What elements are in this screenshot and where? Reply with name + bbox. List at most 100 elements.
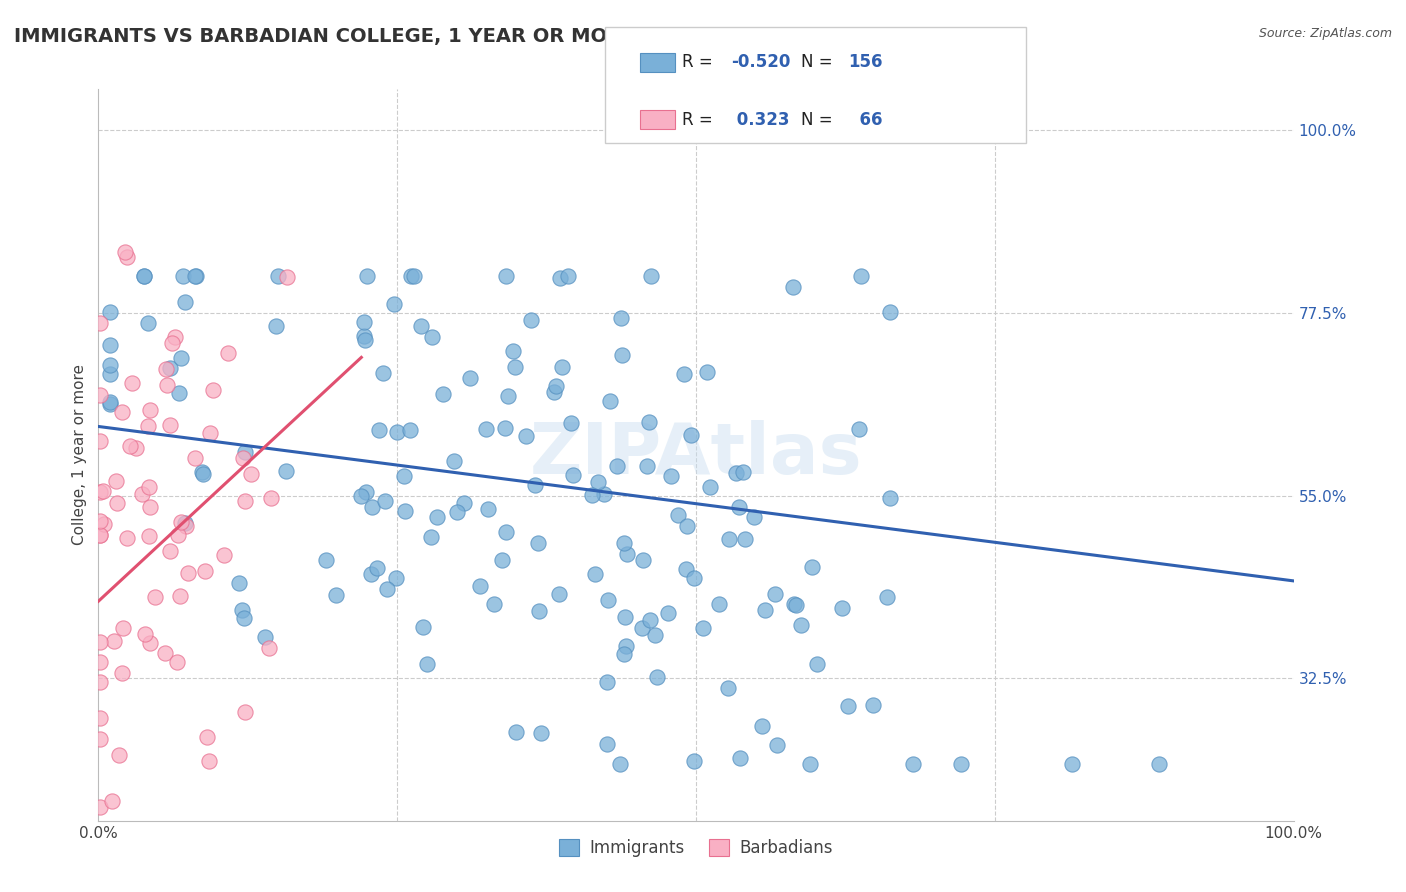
Barbadians: [125, 441, 148, 455]
Barbadians: [198, 425, 221, 440]
Barbadians: [93, 517, 115, 532]
Immigrants: [595, 675, 617, 690]
Immigrants: [744, 510, 766, 524]
Y-axis label: College, 1 year or more: College, 1 year or more: [72, 365, 87, 545]
Immigrants: [98, 359, 122, 373]
Immigrants: [763, 587, 786, 601]
Immigrants: [903, 756, 925, 771]
Immigrants: [560, 416, 582, 430]
Barbadians: [89, 528, 111, 542]
Immigrants: [371, 366, 394, 380]
Text: N =: N =: [801, 111, 838, 128]
Immigrants: [191, 467, 214, 482]
Immigrants: [98, 337, 122, 351]
Immigrants: [606, 459, 628, 474]
Immigrants: [409, 319, 432, 334]
Immigrants: [458, 370, 481, 384]
Immigrants: [557, 269, 579, 284]
Immigrants: [422, 330, 444, 344]
Immigrants: [782, 280, 804, 294]
Immigrants: [134, 269, 156, 284]
Immigrants: [666, 508, 689, 522]
Immigrants: [491, 553, 513, 567]
Immigrants: [548, 271, 571, 285]
Barbadians: [138, 480, 160, 494]
Barbadians: [108, 747, 131, 762]
Immigrants: [527, 604, 550, 618]
Immigrants: [374, 494, 396, 508]
Immigrants: [477, 502, 499, 516]
Immigrants: [609, 756, 631, 771]
Immigrants: [612, 348, 634, 362]
Immigrants: [657, 606, 679, 620]
Barbadians: [89, 800, 111, 814]
Immigrants: [547, 587, 569, 601]
Barbadians: [155, 646, 177, 660]
Barbadians: [163, 330, 186, 344]
Immigrants: [503, 359, 526, 374]
Immigrants: [399, 269, 422, 284]
Immigrants: [172, 269, 194, 284]
Immigrants: [725, 466, 748, 480]
Immigrants: [173, 516, 195, 530]
Barbadians: [276, 270, 298, 285]
Immigrants: [235, 445, 257, 459]
Immigrants: [849, 269, 872, 284]
Barbadians: [114, 245, 136, 260]
Immigrants: [583, 567, 606, 582]
Immigrants: [523, 478, 546, 492]
Immigrants: [494, 421, 516, 435]
Immigrants: [353, 328, 375, 343]
Immigrants: [551, 359, 574, 374]
Text: R =: R =: [682, 111, 718, 128]
Immigrants: [419, 530, 441, 544]
Barbadians: [111, 665, 134, 680]
Barbadians: [89, 528, 111, 542]
Barbadians: [105, 496, 128, 510]
Immigrants: [519, 313, 541, 327]
Immigrants: [638, 415, 661, 429]
Immigrants: [696, 365, 718, 379]
Immigrants: [495, 269, 517, 284]
Immigrants: [879, 305, 901, 319]
Immigrants: [412, 620, 434, 634]
Barbadians: [101, 795, 124, 809]
Immigrants: [98, 397, 122, 411]
Immigrants: [173, 294, 195, 309]
Immigrants: [631, 621, 654, 635]
Barbadians: [233, 705, 256, 719]
Text: 0.323: 0.323: [731, 111, 790, 128]
Barbadians: [136, 418, 159, 433]
Barbadians: [177, 566, 200, 580]
Immigrants: [315, 553, 337, 567]
Immigrants: [98, 394, 122, 409]
Barbadians: [111, 621, 134, 635]
Immigrants: [683, 755, 706, 769]
Barbadians: [104, 475, 127, 489]
Text: 156: 156: [848, 54, 883, 71]
Immigrants: [596, 592, 619, 607]
Immigrants: [638, 613, 661, 627]
Text: 66: 66: [848, 111, 883, 128]
Barbadians: [89, 711, 111, 725]
Barbadians: [184, 450, 207, 465]
Barbadians: [89, 674, 111, 689]
Immigrants: [631, 553, 654, 567]
Immigrants: [375, 582, 398, 597]
Immigrants: [699, 479, 721, 493]
Immigrants: [765, 739, 787, 753]
Immigrants: [253, 630, 276, 644]
Barbadians: [174, 518, 197, 533]
Immigrants: [432, 387, 454, 401]
Barbadians: [159, 417, 181, 432]
Immigrants: [231, 602, 253, 616]
Barbadians: [89, 485, 111, 500]
Immigrants: [717, 681, 740, 696]
Barbadians: [170, 516, 193, 530]
Barbadians: [159, 544, 181, 558]
Barbadians: [240, 467, 263, 482]
Immigrants: [734, 532, 756, 546]
Barbadians: [115, 250, 138, 264]
Immigrants: [730, 751, 752, 765]
Immigrants: [616, 639, 638, 653]
